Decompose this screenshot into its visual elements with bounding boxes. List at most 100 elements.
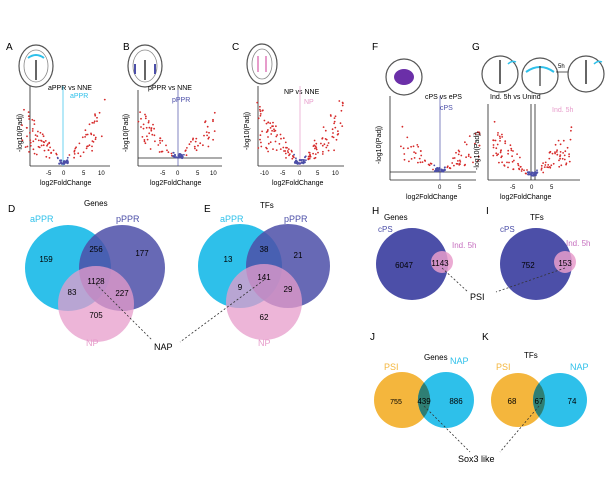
volcano-point xyxy=(161,150,164,153)
volcano-point xyxy=(430,162,433,165)
volcano-point xyxy=(477,160,479,162)
embryo-outer-ring xyxy=(18,44,54,88)
volcano-point xyxy=(275,125,277,128)
volcano-point xyxy=(91,145,93,148)
volcano-point xyxy=(63,162,66,165)
volcano-point xyxy=(563,158,566,161)
volcano-point xyxy=(477,155,480,158)
volcano-point xyxy=(325,146,328,149)
volcano-point xyxy=(47,149,50,152)
panel-c-letter: C xyxy=(232,42,239,53)
volcano-point xyxy=(288,153,291,156)
volcano-point xyxy=(333,117,336,119)
embryo-left xyxy=(481,55,519,93)
volcano-point xyxy=(205,131,208,134)
volcano-point xyxy=(269,141,272,144)
volcano-point xyxy=(151,133,154,136)
volcano-point xyxy=(457,153,460,156)
volcano-point xyxy=(341,104,344,107)
volcano-point xyxy=(28,118,30,120)
volcano-point xyxy=(270,133,273,135)
volcano-c-ylabel: -log10(Padj) xyxy=(244,112,251,150)
volcano-point xyxy=(321,137,324,139)
volcano-point xyxy=(416,144,419,146)
volcano-point xyxy=(477,131,479,133)
volcano-point xyxy=(334,126,337,129)
volcano-point xyxy=(26,127,28,129)
volcano-point xyxy=(285,157,287,159)
volcano-point xyxy=(560,164,563,167)
volcano-point xyxy=(159,142,162,144)
volcano-point xyxy=(499,140,501,142)
panel-j: J Genes PSI NAP 755 439 886 xyxy=(370,332,474,428)
embryo-schematic-c xyxy=(246,43,278,85)
volcano-point xyxy=(564,150,567,153)
volcano-point xyxy=(37,139,40,142)
venn-e-label-c: NP xyxy=(258,338,271,348)
volcano-point xyxy=(464,141,466,144)
volcano-point xyxy=(453,157,456,159)
volcano-point xyxy=(302,160,305,163)
volcano-point xyxy=(517,164,520,167)
volcano-point xyxy=(512,150,514,152)
volcano-plot-g: Ind. 5h vs Unind Ind. 5h -log10(Padj) lo… xyxy=(474,94,580,201)
volcano-point xyxy=(510,147,513,150)
volcano-point xyxy=(259,113,262,115)
volcano-point xyxy=(266,130,269,133)
sox3-label: Sox3 like xyxy=(458,454,495,464)
volcano-point xyxy=(93,134,95,137)
venn-k-label-right: NAP xyxy=(570,362,589,372)
volcano-point xyxy=(524,172,527,175)
volcano-point xyxy=(48,157,51,159)
volcano-point xyxy=(322,150,324,153)
venn-i-count-overlap: 153 xyxy=(558,259,572,268)
volcano-point xyxy=(86,145,88,148)
volcano-b-xtick: 0 xyxy=(176,171,180,177)
volcano-point xyxy=(93,122,95,124)
venn-e-label-a: aPPR xyxy=(220,214,244,224)
volcano-point xyxy=(559,157,561,160)
volcano-point xyxy=(46,144,48,147)
volcano-point xyxy=(259,114,262,117)
volcano-point xyxy=(453,164,455,167)
volcano-point xyxy=(464,163,466,166)
venn-i-count-big: 752 xyxy=(521,261,535,270)
volcano-point xyxy=(21,124,23,127)
volcano-point xyxy=(321,144,324,147)
volcano-point xyxy=(40,140,43,142)
volcano-point xyxy=(34,138,37,141)
volcano-point xyxy=(493,120,496,123)
volcano-point xyxy=(73,150,76,153)
venn-d-count-ac: 83 xyxy=(68,288,77,297)
volcano-g-xtick: 5 xyxy=(550,185,554,191)
volcano-point xyxy=(261,109,264,112)
volcano-point xyxy=(208,131,210,134)
volcano-point xyxy=(94,113,96,116)
volcano-point xyxy=(558,159,560,162)
volcano-point xyxy=(212,120,214,123)
volcano-point xyxy=(26,135,28,138)
volcano-point xyxy=(540,167,543,170)
volcano-g-xtick: 0 xyxy=(530,185,534,191)
volcano-f-xtick: 0 xyxy=(438,185,442,191)
volcano-point xyxy=(478,144,481,147)
volcano-point xyxy=(400,145,402,148)
volcano-point xyxy=(144,113,146,116)
volcano-point xyxy=(42,141,45,143)
volcano-point xyxy=(267,150,269,153)
volcano-point xyxy=(519,165,522,168)
volcano-point xyxy=(103,98,106,101)
volcano-point xyxy=(498,135,501,138)
venn-h-circle-ind5h xyxy=(431,251,453,273)
volcano-point xyxy=(142,127,145,130)
volcano-point xyxy=(428,164,431,167)
embryo-inner-ring xyxy=(23,49,49,83)
volcano-b-title: pPPR vs NNE xyxy=(148,85,192,92)
volcano-point xyxy=(507,149,510,152)
time-arrow-label: 5h xyxy=(558,64,565,70)
volcano-point xyxy=(432,168,434,171)
volcano-point xyxy=(21,139,24,142)
volcano-point xyxy=(338,100,341,102)
volcano-point xyxy=(499,151,502,154)
volcano-point xyxy=(41,133,44,136)
